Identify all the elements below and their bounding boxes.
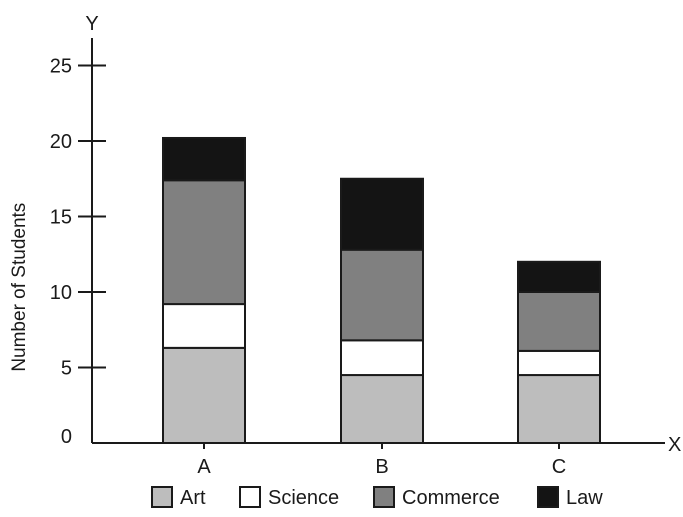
- bar-art-b: [340, 374, 424, 444]
- y-ticks-group: 0 5 10 15 20 25: [50, 56, 106, 448]
- bar-science-c: [517, 349, 601, 377]
- y-tick-label: 15: [50, 207, 72, 229]
- y-tick-label: 5: [61, 358, 72, 380]
- legend-label-law: Law: [566, 487, 603, 509]
- bar-commerce-c: [517, 291, 601, 352]
- x-tick-label: A: [197, 456, 211, 478]
- legend-label-commerce: Commerce: [402, 487, 500, 509]
- x-axis-letter: X: [668, 434, 681, 456]
- y-axis-letter: Y: [85, 13, 98, 35]
- y-tick-label: 20: [50, 131, 72, 153]
- bar-commerce-b: [340, 248, 424, 342]
- bar-law-a: [162, 136, 246, 182]
- legend-swatch-commerce: [373, 486, 395, 508]
- bar-law-b: [340, 177, 424, 251]
- y-axis-title: Number of Students: [9, 203, 30, 372]
- y-tick-label: 0: [61, 426, 72, 448]
- legend-swatch-law: [537, 486, 559, 508]
- legend-label-art: Art: [180, 487, 206, 509]
- bars-group: [162, 136, 601, 444]
- bar-science-a: [162, 303, 246, 349]
- legend-label-science: Science: [268, 487, 339, 509]
- bar-commerce-a: [162, 179, 246, 306]
- x-ticks-group: A B C: [197, 443, 566, 478]
- legend: Art Science Commerce Law: [151, 486, 603, 509]
- axes-group: [91, 38, 665, 444]
- y-tick-label: 25: [50, 56, 72, 78]
- bar-science-b: [340, 339, 424, 377]
- y-tick-label: 10: [50, 282, 72, 304]
- legend-swatch-art: [151, 486, 173, 508]
- x-tick-label: B: [375, 456, 388, 478]
- bar-art-c: [517, 374, 601, 444]
- bar-art-a: [162, 346, 246, 444]
- bar-law-c: [517, 260, 601, 293]
- x-tick-label: C: [552, 456, 566, 478]
- legend-swatch-science: [239, 486, 261, 508]
